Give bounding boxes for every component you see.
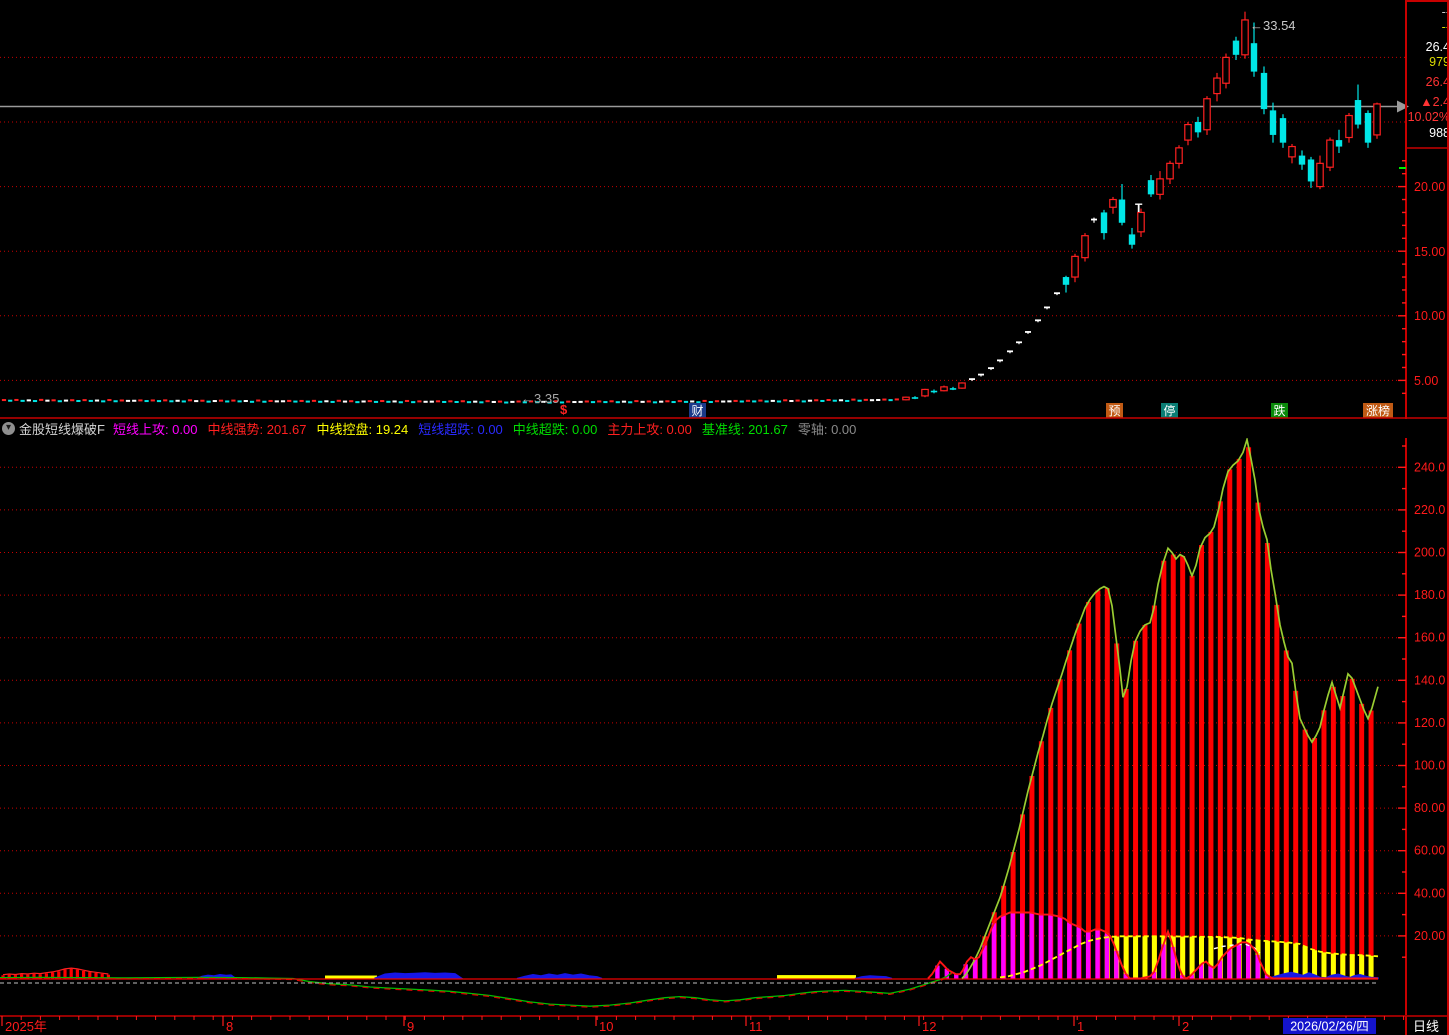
svg-text:200.0: 200.0: [1414, 546, 1445, 560]
current-price-line: [0, 100, 1409, 113]
indicator-fields: 短线上攻: 0.00 中线强势: 201.67 中线控盘: 19.24 短线超跌: 0…: [113, 419, 866, 437]
info-row: 979: [1429, 55, 1449, 69]
collapse-icon[interactable]: ▾: [2, 421, 15, 435]
red-histogram-bars: [963, 447, 1374, 979]
date-badge[interactable]: 2026/02/26/四: [1283, 1018, 1376, 1034]
svg-text:140.0: 140.0: [1414, 673, 1445, 687]
zero-axis-lines: [0, 978, 1378, 984]
x-axis-label: 2: [1182, 1019, 1189, 1034]
price-arrow-icon: [1397, 100, 1409, 113]
svg-text:120.0: 120.0: [1414, 716, 1445, 730]
x-axis: 2025年 8 9 10 11 12 1 2: [0, 1015, 1449, 1034]
svg-text:220.0: 220.0: [1414, 503, 1445, 517]
info-row: 988: [1429, 126, 1449, 140]
kline-y-axis: 20.00 15.00 10.00 5.00: [1398, 0, 1445, 419]
low-price-label: ←3.35: [521, 391, 559, 406]
svg-text:10.00: 10.00: [1414, 309, 1445, 323]
x-axis-label: 1: [1077, 1019, 1084, 1034]
info-row: --: [1442, 5, 1449, 19]
high-price-label: ←33.54: [1250, 18, 1296, 33]
svg-text:40.00: 40.00: [1414, 886, 1445, 900]
indicator-field-1: 中线强势: 201.67: [207, 421, 307, 437]
left-red-bars: [1, 967, 110, 979]
info-row: ▲2.4: [1420, 95, 1449, 109]
blue-area-series: [196, 971, 1379, 980]
svg-text:60.00: 60.00: [1414, 844, 1445, 858]
info-row: --: [1442, 20, 1449, 34]
svg-text:涨榜: 涨榜: [1366, 403, 1390, 418]
info-row: 26.4: [1426, 75, 1449, 89]
x-axis-label: 2025年: [5, 1019, 47, 1034]
indicator-field-4: 中线超跌: 0.00: [512, 421, 598, 437]
yellow-control-line: [999, 935, 1379, 979]
indicator-field-6: 基准线: 201.67: [701, 421, 788, 437]
svg-text:160.0: 160.0: [1414, 631, 1445, 645]
x-axis-label: 11: [749, 1019, 763, 1034]
svg-text:2026/02/26/四: 2026/02/26/四: [1290, 1020, 1369, 1034]
svg-text:80.00: 80.00: [1414, 801, 1445, 815]
svg-text:财: 财: [691, 404, 703, 418]
svg-text:20.00: 20.00: [1414, 929, 1445, 943]
period-label[interactable]: 日线: [1413, 1019, 1439, 1034]
badge-fall[interactable]: 跌: [1271, 403, 1288, 418]
badge-rank[interactable]: 涨榜: [1363, 403, 1393, 418]
svg-text:180.0: 180.0: [1414, 588, 1445, 602]
indicator-field-0: 短线上攻: 0.00: [112, 421, 198, 437]
svg-text:5.00: 5.00: [1414, 374, 1438, 388]
t-marker: T: [1135, 201, 1143, 215]
magenta-histogram-bars: [935, 912, 1270, 979]
x-axis-label: 12: [922, 1019, 936, 1034]
svg-text:20.00: 20.00: [1414, 180, 1445, 194]
indicator-title: 金股短线爆破F: [19, 421, 105, 437]
svg-text:跌: 跌: [1273, 403, 1285, 418]
badge-finance[interactable]: 财: [689, 403, 706, 418]
candlestick-series: [902, 11, 1381, 401]
info-row: 10.02%: [1408, 110, 1449, 124]
svg-text:240.0: 240.0: [1414, 460, 1445, 474]
x-axis-label: 8: [226, 1019, 233, 1034]
indicator-y-axis: 240.0 220.0 200.0 180.0 160.0 140.0 120.0 100.0…: [1398, 438, 1445, 1015]
indicator-header: ▾ 金股短线爆破F 短线上攻: 0.00 中线强势: 201.67 中线控盘: 19…: [0, 419, 1449, 437]
indicator-field-7: 零轴: 0.00: [797, 421, 857, 437]
flat-candle-dashes: [1, 398, 899, 404]
info-row: 26.4: [1426, 40, 1449, 54]
indicator-field-5: 主力上攻: 0.00: [607, 421, 692, 437]
svg-text:15.00: 15.00: [1414, 245, 1445, 259]
indicator-field-2: 中线控盘: 19.24: [316, 421, 409, 437]
svg-text:预: 预: [1108, 404, 1120, 418]
svg-text:100.0: 100.0: [1414, 759, 1445, 773]
screen-right-border: [1447, 0, 1449, 1035]
indicator-chart[interactable]: 240.0 220.0 200.0 180.0 160.0 140.0 120.0 100.0…: [0, 438, 1449, 1035]
kline-badges: 财 预 停 跌 涨榜: [689, 403, 1393, 418]
x-axis-label: 10: [599, 1019, 613, 1034]
badge-halt[interactable]: 停: [1161, 403, 1178, 418]
mountain-envelope-line: [961, 438, 1379, 980]
x-axis-label: 9: [407, 1019, 414, 1034]
indicator-field-3: 短线超跌: 0.00: [418, 421, 503, 437]
kline-annotations: ←3.35 ←33.54 $ T: [521, 18, 1296, 417]
red-envelope-line: [927, 911, 1378, 980]
indicator-gridlines: [0, 466, 1406, 937]
svg-text:停: 停: [1163, 403, 1175, 418]
badge-forecast[interactable]: 预: [1106, 403, 1123, 418]
kline-chart[interactable]: ←3.35 ←33.54 $ T 财 预 停 跌 涨榜 20.00 15.00 10.00 5.00 - -…: [0, 0, 1449, 419]
yellow-zero-strips: [325, 975, 856, 979]
dollar-marker: $: [560, 402, 568, 417]
